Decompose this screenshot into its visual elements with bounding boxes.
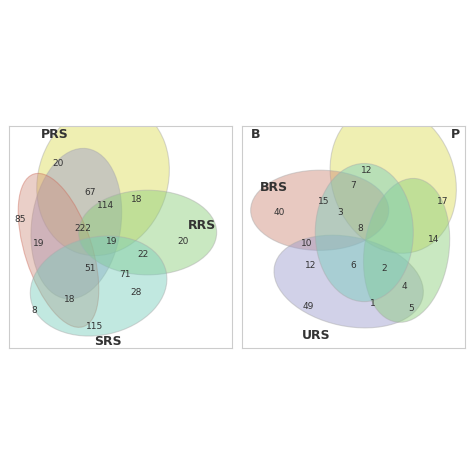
Ellipse shape bbox=[315, 164, 413, 301]
Ellipse shape bbox=[330, 105, 456, 253]
Text: 18: 18 bbox=[64, 295, 75, 304]
Text: PRS: PRS bbox=[41, 128, 68, 141]
Text: 8: 8 bbox=[357, 224, 363, 233]
Text: 49: 49 bbox=[303, 301, 314, 310]
Text: P: P bbox=[451, 128, 460, 141]
Text: 4: 4 bbox=[401, 282, 407, 291]
Ellipse shape bbox=[251, 170, 389, 250]
Ellipse shape bbox=[30, 236, 167, 336]
Text: 12: 12 bbox=[305, 262, 317, 271]
Text: 20: 20 bbox=[178, 237, 189, 246]
Text: 28: 28 bbox=[131, 288, 142, 297]
Text: 67: 67 bbox=[84, 188, 95, 197]
Ellipse shape bbox=[37, 102, 169, 255]
Text: 3: 3 bbox=[337, 208, 343, 217]
Text: 5: 5 bbox=[408, 304, 414, 313]
Ellipse shape bbox=[79, 190, 217, 275]
Text: 17: 17 bbox=[437, 197, 448, 206]
Text: RRS: RRS bbox=[188, 219, 216, 232]
Text: 19: 19 bbox=[106, 237, 118, 246]
Text: 15: 15 bbox=[319, 197, 330, 206]
Ellipse shape bbox=[31, 148, 122, 299]
Text: 114: 114 bbox=[97, 201, 114, 210]
Text: URS: URS bbox=[302, 328, 330, 342]
Text: 10: 10 bbox=[301, 239, 312, 248]
Ellipse shape bbox=[18, 173, 99, 328]
Text: B: B bbox=[251, 128, 260, 141]
Text: 7: 7 bbox=[350, 181, 356, 190]
Text: 85: 85 bbox=[15, 215, 27, 224]
Text: 19: 19 bbox=[33, 239, 44, 248]
Text: 18: 18 bbox=[131, 195, 142, 204]
Text: 51: 51 bbox=[84, 264, 95, 273]
Text: 222: 222 bbox=[74, 224, 91, 233]
Text: 40: 40 bbox=[274, 208, 285, 217]
Ellipse shape bbox=[364, 178, 450, 322]
Text: 2: 2 bbox=[382, 264, 387, 273]
Text: 8: 8 bbox=[31, 306, 37, 315]
Text: 14: 14 bbox=[428, 235, 439, 244]
Text: 6: 6 bbox=[350, 262, 356, 271]
Text: SRS: SRS bbox=[94, 335, 122, 348]
Text: 22: 22 bbox=[137, 250, 149, 259]
Text: BRS: BRS bbox=[260, 182, 288, 194]
Ellipse shape bbox=[274, 235, 423, 328]
Text: 12: 12 bbox=[361, 166, 372, 174]
Text: 71: 71 bbox=[119, 270, 131, 279]
Text: 1: 1 bbox=[370, 300, 376, 308]
Text: 115: 115 bbox=[85, 322, 103, 330]
Text: 20: 20 bbox=[53, 159, 64, 168]
